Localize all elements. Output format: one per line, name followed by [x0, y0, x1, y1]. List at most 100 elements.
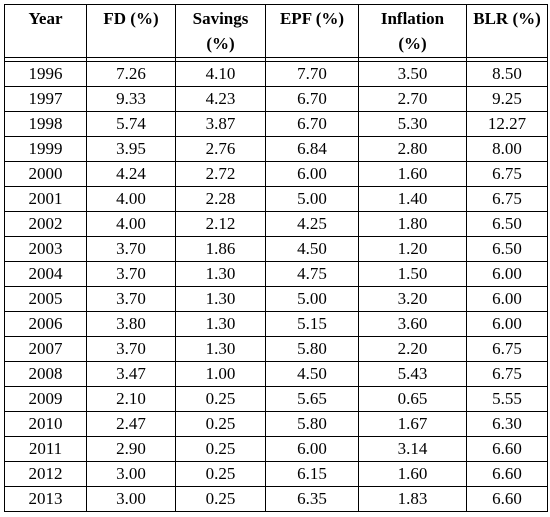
blr-cell: 6.75 — [466, 161, 548, 187]
epf-cell: 4.50 — [265, 361, 359, 387]
table-row: 2007 3.70 1.30 5.80 2.20 6.75 — [4, 336, 548, 362]
header-label: BLR (%) — [473, 9, 541, 28]
table-row: 2009 2.10 0.25 5.65 0.65 5.55 — [4, 386, 548, 412]
blr-cell: 8.50 — [466, 61, 548, 87]
fd-cell: 4.00 — [86, 186, 176, 212]
savings-cell: 2.76 — [175, 136, 266, 162]
header-label: Savings — [192, 9, 249, 28]
epf-cell: 5.80 — [265, 411, 359, 437]
table-row: 2011 2.90 0.25 6.00 3.14 6.60 — [4, 436, 548, 462]
year-cell: 2004 — [4, 261, 87, 287]
epf-cell: 4.25 — [265, 211, 359, 237]
epf-cell: 6.35 — [265, 486, 359, 512]
blr-cell: 6.60 — [466, 486, 548, 512]
epf-cell: 4.75 — [265, 261, 359, 287]
fd-cell: 2.90 — [86, 436, 176, 462]
blr-cell: 5.55 — [466, 386, 548, 412]
epf-cell: 5.65 — [265, 386, 359, 412]
inflation-cell: 0.65 — [358, 386, 467, 412]
year-cell: 2012 — [4, 461, 87, 487]
inflation-cell: 1.60 — [358, 161, 467, 187]
inflation-cell: 1.83 — [358, 486, 467, 512]
epf-cell: 5.80 — [265, 336, 359, 362]
savings-cell: 1.30 — [175, 336, 266, 362]
blr-cell: 6.30 — [466, 411, 548, 437]
savings-cell: 1.00 — [175, 361, 266, 387]
fd-cell: 5.74 — [86, 111, 176, 137]
table-row: 2013 3.00 0.25 6.35 1.83 6.60 — [4, 486, 548, 512]
blr-cell: 6.75 — [466, 336, 548, 362]
blr-cell: 6.75 — [466, 186, 548, 212]
blr-cell: 6.00 — [466, 261, 548, 287]
epf-cell: 5.15 — [265, 311, 359, 337]
year-header: Year — [4, 4, 87, 58]
inflation-cell: 1.20 — [358, 236, 467, 262]
inflation-cell: 3.14 — [358, 436, 467, 462]
epf-cell: 6.70 — [265, 86, 359, 112]
header-row: Year FD (%) Savings (%) EPF (%) Inflation (%) B… — [4, 4, 548, 58]
savings-cell: 2.72 — [175, 161, 266, 187]
savings-cell: 1.30 — [175, 261, 266, 287]
blr-header: BLR (%) — [466, 4, 548, 58]
blr-cell: 6.00 — [466, 311, 548, 337]
savings-cell: 0.25 — [175, 486, 266, 512]
fd-cell: 3.95 — [86, 136, 176, 162]
blr-cell: 12.27 — [466, 111, 548, 137]
blr-cell: 6.75 — [466, 361, 548, 387]
epf-cell: 6.15 — [265, 461, 359, 487]
savings-cell: 2.28 — [175, 186, 266, 212]
table-row: 2002 4.00 2.12 4.25 1.80 6.50 — [4, 211, 548, 237]
inflation-cell: 1.50 — [358, 261, 467, 287]
year-cell: 2000 — [4, 161, 87, 187]
table-row: 1996 7.26 4.10 7.70 3.50 8.50 — [4, 61, 548, 87]
table-row: 2003 3.70 1.86 4.50 1.20 6.50 — [4, 236, 548, 262]
inflation-cell: 1.60 — [358, 461, 467, 487]
fd-cell: 3.80 — [86, 311, 176, 337]
year-cell: 2001 — [4, 186, 87, 212]
epf-cell: 4.50 — [265, 236, 359, 262]
fd-cell: 4.24 — [86, 161, 176, 187]
year-cell: 2003 — [4, 236, 87, 262]
inflation-cell: 2.20 — [358, 336, 467, 362]
header-label: Year — [28, 9, 63, 28]
savings-header: Savings (%) — [175, 4, 266, 58]
epf-cell: 7.70 — [265, 61, 359, 87]
epf-cell: 6.00 — [265, 161, 359, 187]
inflation-cell: 3.50 — [358, 61, 467, 87]
year-cell: 2005 — [4, 286, 87, 312]
blr-cell: 6.50 — [466, 211, 548, 237]
epf-cell: 6.70 — [265, 111, 359, 137]
fd-header: FD (%) — [86, 4, 176, 58]
inflation-cell: 1.40 — [358, 186, 467, 212]
blr-cell: 6.60 — [466, 436, 548, 462]
inflation-cell: 3.20 — [358, 286, 467, 312]
savings-cell: 0.25 — [175, 436, 266, 462]
fd-cell: 3.70 — [86, 261, 176, 287]
epf-cell: 6.00 — [265, 436, 359, 462]
table-row: 2010 2.47 0.25 5.80 1.67 6.30 — [4, 411, 548, 437]
fd-cell: 9.33 — [86, 86, 176, 112]
table-row: 2005 3.70 1.30 5.00 3.20 6.00 — [4, 286, 548, 312]
inflation-cell: 2.80 — [358, 136, 467, 162]
epf-header: EPF (%) — [265, 4, 359, 58]
year-cell: 2009 — [4, 386, 87, 412]
year-cell: 2007 — [4, 336, 87, 362]
table-row: 1998 5.74 3.87 6.70 5.30 12.27 — [4, 111, 548, 137]
year-cell: 2008 — [4, 361, 87, 387]
blr-cell: 6.00 — [466, 286, 548, 312]
year-cell: 1997 — [4, 86, 87, 112]
fd-cell: 7.26 — [86, 61, 176, 87]
fd-cell: 3.70 — [86, 286, 176, 312]
fd-cell: 4.00 — [86, 211, 176, 237]
inflation-cell: 1.67 — [358, 411, 467, 437]
epf-cell: 5.00 — [265, 286, 359, 312]
inflation-header: Inflation (%) — [358, 4, 467, 58]
inflation-cell: 3.60 — [358, 311, 467, 337]
savings-cell: 1.30 — [175, 286, 266, 312]
savings-cell: 1.30 — [175, 311, 266, 337]
header-label-line2: (%) — [398, 34, 427, 53]
year-cell: 1998 — [4, 111, 87, 137]
header-label: Inflation — [380, 9, 445, 28]
table-row: 1999 3.95 2.76 6.84 2.80 8.00 — [4, 136, 548, 162]
table-row: 1997 9.33 4.23 6.70 2.70 9.25 — [4, 86, 548, 112]
